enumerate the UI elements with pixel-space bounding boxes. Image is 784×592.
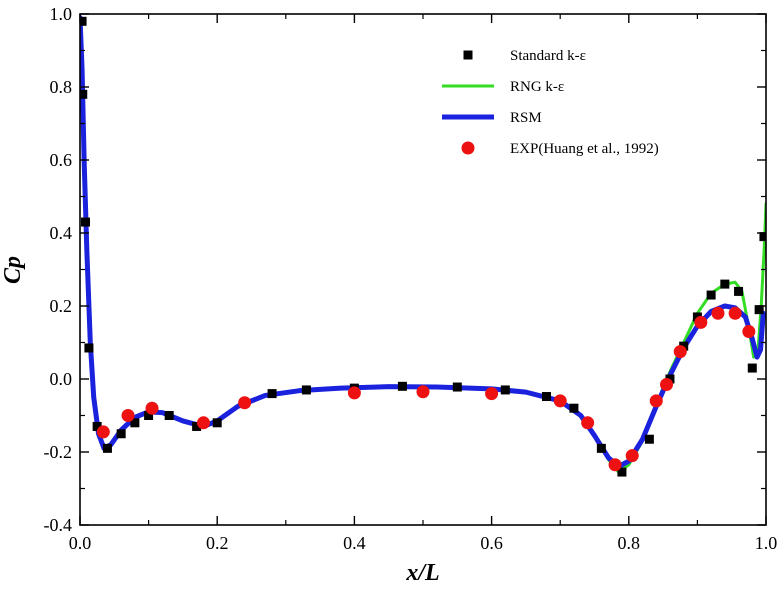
std-ke-point-8 (144, 411, 154, 420)
std-ke-point-6 (116, 429, 126, 439)
y-axis-title: Cp (0, 256, 26, 284)
std-ke-point-32 (759, 232, 766, 242)
exp-point-14 (673, 345, 687, 359)
legend: Standard k-ε RNG k-ε RSM EXP(Huang et al., … (442, 48, 659, 157)
exp-point-2 (145, 401, 159, 415)
exp-point-10 (608, 458, 622, 472)
y-tick-label-1: -0.2 (44, 442, 73, 462)
exp-point-17 (728, 306, 742, 320)
x-tick-label-1: 0.2 (206, 533, 229, 553)
series-line-1 (80, 16, 766, 474)
x-tick-label-3: 0.6 (480, 533, 503, 553)
x-tick-label-5: 1.0 (755, 533, 778, 553)
legend-marker-0 (463, 50, 473, 60)
std-ke-point-17 (452, 382, 462, 392)
std-ke-point-21 (596, 443, 606, 453)
exp-point-7 (485, 387, 499, 401)
y-tick-label-2: 0.0 (50, 369, 73, 389)
exp-point-8 (553, 394, 567, 408)
std-ke-point-0 (80, 16, 87, 26)
plot-area (80, 15, 766, 477)
y-tick-label-6: 0.8 (50, 77, 73, 97)
exp-point-5 (347, 386, 361, 400)
exp-point-0 (96, 425, 110, 439)
std-ke-point-2 (80, 217, 90, 227)
legend-label-1: RNG k-ε (510, 79, 564, 95)
exp-point-3 (196, 416, 210, 430)
exp-point-18 (742, 325, 756, 339)
std-ke-point-23 (644, 434, 654, 444)
legend-label-2: RSM (510, 110, 542, 126)
legend-marker-3 (461, 141, 475, 155)
std-ke-point-19 (541, 392, 551, 402)
x-tick-label-4: 0.8 (618, 533, 641, 553)
std-ke-point-9 (164, 411, 174, 420)
x-axis-title: x/L (405, 560, 439, 586)
std-ke-point-30 (747, 363, 757, 373)
std-ke-point-20 (569, 403, 579, 413)
std-ke-point-11 (212, 418, 222, 428)
exp-point-12 (649, 394, 663, 408)
std-ke-point-4 (92, 421, 102, 431)
std-ke-point-16 (397, 381, 407, 391)
std-ke-point-28 (720, 279, 730, 289)
std-ke-point-18 (500, 385, 510, 395)
x-tick-label-2: 0.4 (343, 533, 366, 553)
axes: 0.0 0.2 0.4 0.6 0.8 1.0 -0.4 -0.2 0.0 0.2 0.4 0.6 0.… (0, 4, 777, 586)
std-ke-point-3 (84, 343, 94, 353)
exp-point-13 (660, 377, 674, 391)
y-tick-label-4: 0.4 (50, 223, 73, 243)
std-ke-point-31 (754, 305, 764, 315)
y-tick-label-7: 1.0 (50, 4, 73, 24)
std-ke-point-14 (301, 385, 311, 395)
x-tick-label-0: 0.0 (69, 533, 92, 553)
exp-point-16 (711, 306, 725, 320)
exp-point-1 (121, 409, 135, 422)
std-ke-point-7 (130, 418, 140, 428)
y-tick-label-3: 0.2 (50, 296, 73, 316)
std-ke-point-13 (267, 389, 277, 399)
std-ke-point-5 (102, 443, 112, 453)
exp-point-9 (581, 416, 595, 430)
std-ke-point-1 (80, 89, 88, 99)
y-tick-label-0: -0.4 (44, 515, 73, 535)
exp-point-11 (625, 449, 639, 463)
exp-point-4 (238, 396, 252, 410)
exp-point-6 (416, 385, 430, 399)
exp-point-15 (694, 315, 708, 329)
std-ke-point-10 (192, 421, 202, 431)
std-ke-point-22 (617, 467, 627, 477)
y-tick-label-5: 0.6 (50, 150, 73, 170)
std-ke-point-29 (734, 286, 744, 296)
legend-label-3: EXP(Huang et al., 1992) (510, 141, 659, 157)
std-ke-point-27 (706, 290, 716, 300)
legend-label-0: Standard k-ε (510, 48, 586, 64)
plot-frame (79, 13, 767, 526)
